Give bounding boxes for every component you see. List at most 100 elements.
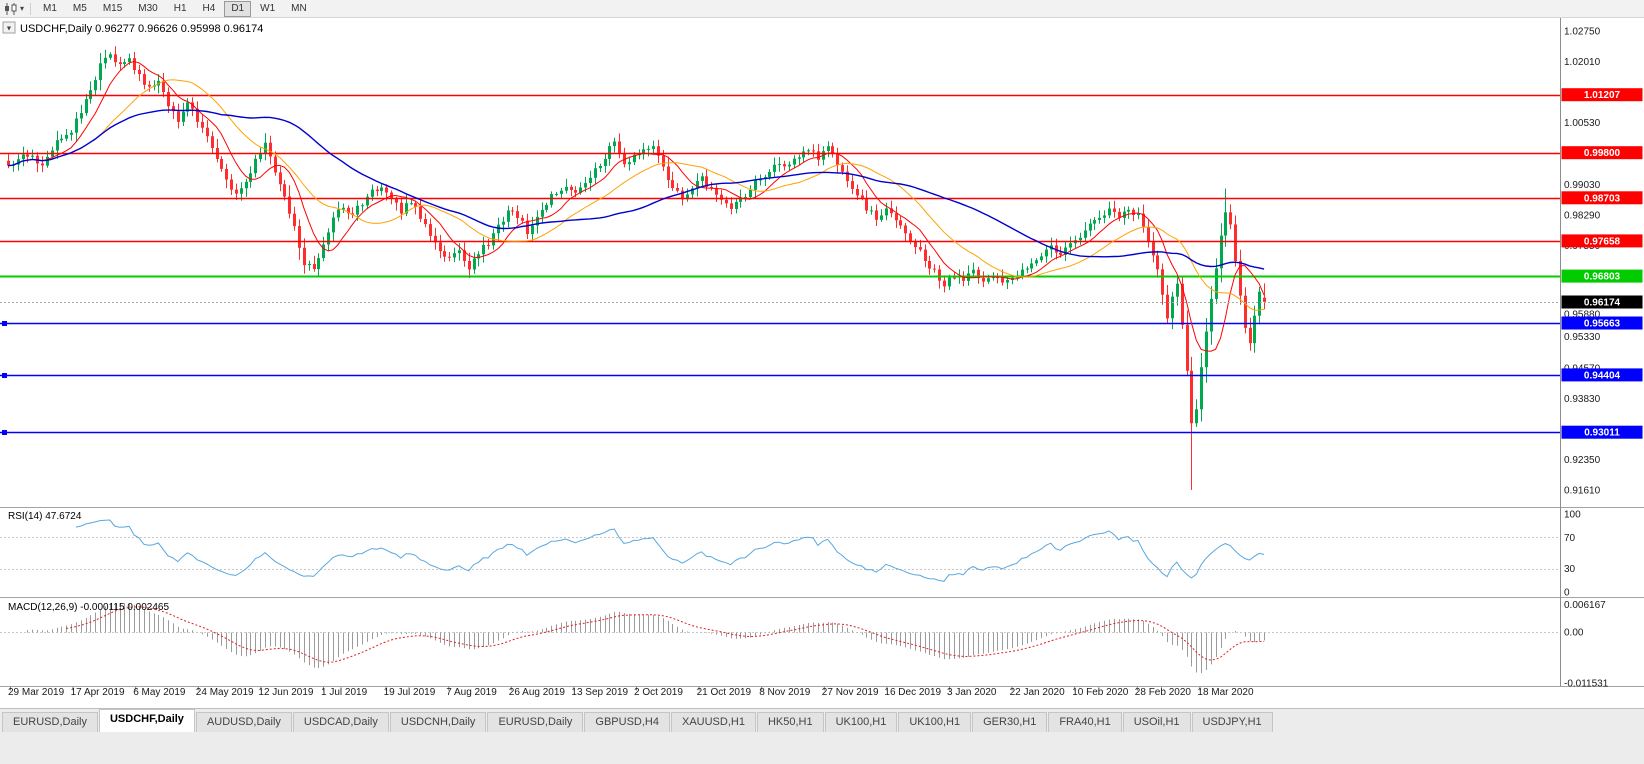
timeframe-button-m5[interactable]: M5 bbox=[72, 2, 87, 14]
macd-tick-label: -0.011531 bbox=[1564, 679, 1609, 690]
timeframe-button-m30[interactable]: M30 bbox=[138, 2, 158, 14]
svg-text:0.96174: 0.96174 bbox=[1584, 298, 1621, 309]
chart-tab-13-usoil-h1[interactable]: USOil,H1 bbox=[1122, 712, 1191, 732]
date-tick-label: 6 May 2019 bbox=[133, 687, 186, 698]
horizontal-lines bbox=[0, 94, 1560, 435]
price-badge-0.95663 bbox=[1561, 316, 1643, 330]
svg-text:1.01207: 1.01207 bbox=[1584, 90, 1621, 101]
candlestick-series bbox=[7, 46, 1266, 490]
price-badge-0.96803 bbox=[1561, 269, 1643, 283]
ma-line-8 bbox=[7, 60, 1265, 352]
timeframe-button-m15[interactable]: M15 bbox=[102, 2, 123, 14]
svg-text:0.94404: 0.94404 bbox=[1584, 370, 1621, 381]
price-badge-0.93011 bbox=[1561, 425, 1643, 439]
rsi-tick-label: 70 bbox=[1564, 533, 1576, 544]
chart-tab-6-gbpusd-h4[interactable]: GBPUSD,H4 bbox=[584, 712, 670, 732]
chevron-down-icon: ▾ bbox=[20, 4, 25, 13]
date-tick-label: 3 Jan 2020 bbox=[947, 687, 997, 698]
price-tick-label: 0.91610 bbox=[1564, 485, 1601, 496]
price-badge-0.97658 bbox=[1561, 234, 1643, 248]
chart-tab-14-usdjpy-h1[interactable]: USDJPY,H1 bbox=[1191, 712, 1273, 732]
price-badge-0.98703 bbox=[1561, 191, 1643, 205]
price-tick-label: 0.98290 bbox=[1564, 210, 1601, 221]
rsi-panel bbox=[0, 519, 1560, 582]
ma-line-45 bbox=[7, 109, 1265, 270]
price-badge-1.01207 bbox=[1561, 88, 1643, 102]
chart-tab-11-ger30-h1[interactable]: GER30,H1 bbox=[972, 712, 1048, 732]
line-anchor-marker[interactable] bbox=[2, 321, 7, 326]
macd-label: MACD(12,26,9) -0.000115 0.002465 bbox=[8, 602, 169, 613]
chart-tab-8-hk50-h1[interactable]: HK50,H1 bbox=[756, 712, 824, 732]
price-badge-0.99800 bbox=[1561, 146, 1643, 160]
date-tick-label: 12 Jun 2019 bbox=[258, 687, 313, 698]
macd-tick-label: 0.00 bbox=[1564, 627, 1584, 638]
chart-tab-7-xauusd-h1[interactable]: XAUUSD,H1 bbox=[670, 712, 756, 732]
candlestick-chart-icon bbox=[5, 2, 17, 15]
rsi-label: RSI(14) 47.6724 bbox=[8, 511, 82, 522]
price-tick-label: 0.92350 bbox=[1564, 455, 1601, 466]
rsi-tick-label: 100 bbox=[1564, 510, 1581, 521]
date-tick-label: 26 Aug 2019 bbox=[509, 687, 566, 698]
chart-tab-3-usdcad-daily[interactable]: USDCAD,Daily bbox=[292, 712, 389, 732]
axis-labels: 1.027501.020101.005300.990300.982900.975… bbox=[8, 27, 1609, 698]
macd-tick-label: 0.006167 bbox=[1564, 600, 1606, 611]
symbol-ohlc-header: USDCHF,Daily 0.96277 0.96626 0.95998 0.9… bbox=[20, 23, 263, 35]
timeframe-button-w1[interactable]: W1 bbox=[260, 2, 276, 14]
chart-tab-9-uk100-h1[interactable]: UK100,H1 bbox=[824, 712, 898, 732]
chart-tab-10-uk100-h1[interactable]: UK100,H1 bbox=[898, 712, 972, 732]
timeframe-button-h4[interactable]: H4 bbox=[202, 2, 216, 14]
date-tick-label: 2 Oct 2019 bbox=[634, 687, 683, 698]
date-tick-label: 19 Jul 2019 bbox=[384, 687, 436, 698]
chevron-down-icon: ▼ bbox=[6, 26, 13, 33]
price-tick-label: 1.02010 bbox=[1564, 57, 1601, 68]
chart-dropdown-button[interactable] bbox=[2, 21, 16, 34]
svg-text:0.93011: 0.93011 bbox=[1584, 428, 1620, 439]
price-badge-0.94404 bbox=[1561, 368, 1643, 382]
price-tick-label: 0.95880 bbox=[1564, 310, 1601, 321]
rsi-tick-label: 0 bbox=[1564, 588, 1570, 599]
chart-area[interactable]: 1.027501.020101.005300.990300.982900.975… bbox=[0, 18, 1644, 708]
timeframe-toolbar: ▾ M1 M5 M15 M30 H1 H4 D1 W1 MN bbox=[0, 0, 1644, 18]
macd-panel bbox=[0, 603, 1560, 674]
date-tick-label: 13 Sep 2019 bbox=[571, 687, 628, 698]
price-tick-label: 0.93830 bbox=[1564, 394, 1601, 405]
timeframe-button-h1[interactable]: H1 bbox=[173, 2, 187, 14]
rsi-tick-label: 30 bbox=[1564, 564, 1576, 575]
date-tick-label: 27 Nov 2019 bbox=[822, 687, 879, 698]
date-tick-label: 21 Oct 2019 bbox=[697, 687, 752, 698]
macd-signal-line bbox=[66, 606, 1265, 663]
chart-tab-5-eurusd-daily[interactable]: EURUSD,Daily bbox=[487, 712, 584, 732]
chart-type-icon[interactable]: ▾ bbox=[4, 2, 25, 15]
price-badge-0.96174 bbox=[1561, 295, 1643, 309]
line-anchor-marker[interactable] bbox=[2, 373, 7, 378]
date-tick-label: 22 Jan 2020 bbox=[1010, 687, 1065, 698]
price-tick-label: 1.00530 bbox=[1564, 118, 1601, 129]
rsi-line bbox=[75, 519, 1265, 582]
timeframe-button-d1[interactable]: D1 bbox=[224, 0, 252, 17]
line-anchor-marker[interactable] bbox=[2, 430, 7, 435]
svg-text:0.99800: 0.99800 bbox=[1584, 148, 1621, 159]
chart-headers: ▼ USDCHF,Daily 0.96277 0.96626 0.95998 0.… bbox=[2, 21, 263, 613]
svg-text:0.97658: 0.97658 bbox=[1584, 236, 1621, 247]
pane-separators bbox=[0, 18, 1644, 687]
bottom-strip bbox=[0, 732, 1644, 764]
moving-averages bbox=[7, 60, 1265, 352]
date-tick-label: 29 Mar 2019 bbox=[8, 687, 65, 698]
chart-tab-2-audusd-daily[interactable]: AUDUSD,Daily bbox=[195, 712, 292, 732]
svg-text:0.96803: 0.96803 bbox=[1584, 272, 1621, 283]
price-tick-label: 0.95330 bbox=[1564, 332, 1601, 343]
window-tab-bar: EURUSD,Daily USDCHF,Daily AUDUSD,Daily USDC… bbox=[0, 708, 1644, 732]
chart-tab-12-fra40-h1[interactable]: FRA40,H1 bbox=[1048, 712, 1122, 732]
chart-tab-0-eurusd-daily[interactable]: EURUSD,Daily bbox=[2, 712, 98, 732]
date-tick-label: 17 Apr 2019 bbox=[71, 687, 125, 698]
timeframe-button-m1[interactable]: M1 bbox=[43, 2, 57, 14]
date-tick-label: 18 Mar 2020 bbox=[1197, 687, 1254, 698]
chart-tab-1-usdchf-daily[interactable]: USDCHF,Daily bbox=[98, 709, 195, 732]
date-tick-label: 24 May 2019 bbox=[196, 687, 254, 698]
timeframe-button-mn[interactable]: MN bbox=[291, 2, 307, 14]
date-tick-label: 16 Dec 2019 bbox=[884, 687, 941, 698]
chart-tab-4-usdcnh-daily[interactable]: USDCNH,Daily bbox=[389, 712, 487, 732]
price-badges: 1.01207 0.99800 0.98703 0.97658 0.96803 0.956… bbox=[1561, 88, 1643, 439]
date-tick-label: 8 Nov 2019 bbox=[759, 687, 811, 698]
